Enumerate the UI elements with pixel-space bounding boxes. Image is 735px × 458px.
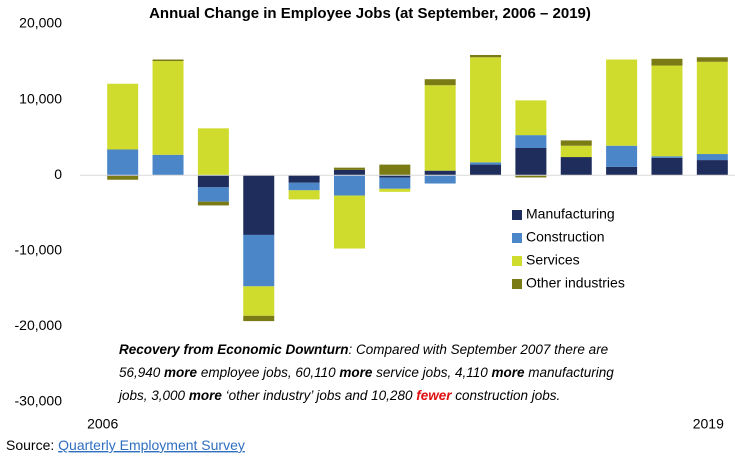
bar-segment	[424, 79, 456, 86]
bar-segment	[288, 182, 320, 191]
bar-segment	[243, 315, 275, 322]
annotation-text: ‘other industry’ jobs and 10,280	[222, 388, 416, 403]
bar-segment	[424, 170, 456, 176]
bar-segment	[333, 169, 365, 176]
annotation-text: more	[164, 365, 198, 380]
bar-segment	[515, 147, 547, 176]
bar-segment	[606, 145, 638, 167]
legend-label: Services	[526, 252, 580, 268]
bar-segment	[152, 61, 184, 155]
bar-segment	[515, 135, 547, 148]
annotation-text: construction jobs.	[452, 388, 561, 403]
bar-segment	[333, 167, 365, 170]
legend-label: Manufacturing	[526, 206, 615, 222]
source: Source: Quarterly Employment Survey	[6, 437, 245, 453]
x-tick-label: 2006	[87, 416, 118, 432]
annotation-text: Recovery from Economic Downturn	[119, 342, 349, 357]
bar-segment	[288, 175, 320, 183]
bar-segment	[470, 54, 502, 58]
annotation-text: more	[189, 388, 223, 403]
bar-segment	[243, 234, 275, 287]
bar-segment	[560, 140, 592, 146]
bar-segment	[470, 162, 502, 165]
annotation-text: jobs, 3,000	[117, 388, 189, 403]
bar-segment	[107, 149, 139, 176]
annotation-line: Recovery from Economic Downturn: Compare…	[119, 342, 608, 357]
bar-segment	[470, 164, 502, 176]
legend-swatch	[512, 279, 522, 289]
bar-segment	[696, 154, 728, 161]
bar-segment	[696, 160, 728, 176]
bar-segment	[197, 187, 229, 202]
annotation-text: manufacturing	[525, 365, 615, 380]
bar-segment	[470, 57, 502, 163]
bar-segment	[197, 201, 229, 206]
legend-swatch	[512, 210, 522, 220]
bar-segment	[288, 190, 320, 200]
bar-segment	[379, 164, 411, 176]
bar-segment	[651, 58, 683, 66]
bar-segment	[651, 156, 683, 158]
source-prefix: Source:	[6, 437, 58, 453]
bar-segment	[152, 154, 184, 176]
bar-segment	[651, 157, 683, 176]
annotation-text: more	[339, 365, 373, 380]
annotation-text: employee jobs, 60,110	[197, 365, 339, 380]
bar-segment	[379, 175, 411, 178]
bar-segment	[243, 286, 275, 316]
y-tick-label: -20,000	[15, 317, 63, 333]
bar-segment	[107, 175, 139, 180]
bar-segment	[379, 188, 411, 192]
bar-segment	[560, 145, 592, 158]
y-tick-label: 20,000	[19, 15, 62, 31]
annotation-text: 56,940	[119, 365, 164, 380]
bar-segment	[107, 83, 139, 150]
bar-segment	[197, 175, 229, 188]
bar-segment	[651, 65, 683, 157]
y-tick-label: 0	[54, 166, 62, 182]
y-tick-label: -30,000	[15, 393, 63, 409]
bar-segment	[379, 177, 411, 189]
annotation-text: service jobs, 4,110	[372, 365, 491, 380]
bar-segment	[197, 128, 229, 176]
y-tick-label: -10,000	[15, 242, 63, 258]
legend-swatch	[512, 256, 522, 266]
annotation-line: 56,940 more employee jobs, 60,110 more s…	[119, 365, 614, 380]
bar-segment	[152, 59, 184, 62]
chart-title: Annual Change in Employee Jobs (at Septe…	[149, 5, 591, 22]
annotation-line: jobs, 3,000 more ‘other industry’ jobs a…	[117, 388, 560, 403]
y-tick-label: 10,000	[19, 90, 62, 106]
bar-segment	[515, 100, 547, 136]
bar-segment	[243, 175, 275, 235]
bar-segment	[424, 85, 456, 171]
annotation-text: : Compared with September 2007 there are	[349, 342, 609, 357]
bar-segment	[515, 175, 547, 178]
bar-segment	[560, 157, 592, 176]
bar-segment	[333, 175, 365, 196]
legend-label: Other industries	[526, 275, 625, 291]
bar-segment	[333, 195, 365, 249]
bar-segment	[424, 175, 456, 184]
source-link[interactable]: Quarterly Employment Survey	[58, 437, 245, 453]
x-tick-label: 2019	[693, 416, 724, 432]
bar-segment	[696, 61, 728, 155]
legend-swatch	[512, 233, 522, 243]
bar-segment	[606, 59, 638, 146]
annotation-text: fewer	[416, 388, 452, 403]
annotation-text: more	[491, 365, 525, 380]
legend-label: Construction	[526, 229, 605, 245]
bar-segment	[696, 57, 728, 62]
bar-segment	[606, 166, 638, 176]
